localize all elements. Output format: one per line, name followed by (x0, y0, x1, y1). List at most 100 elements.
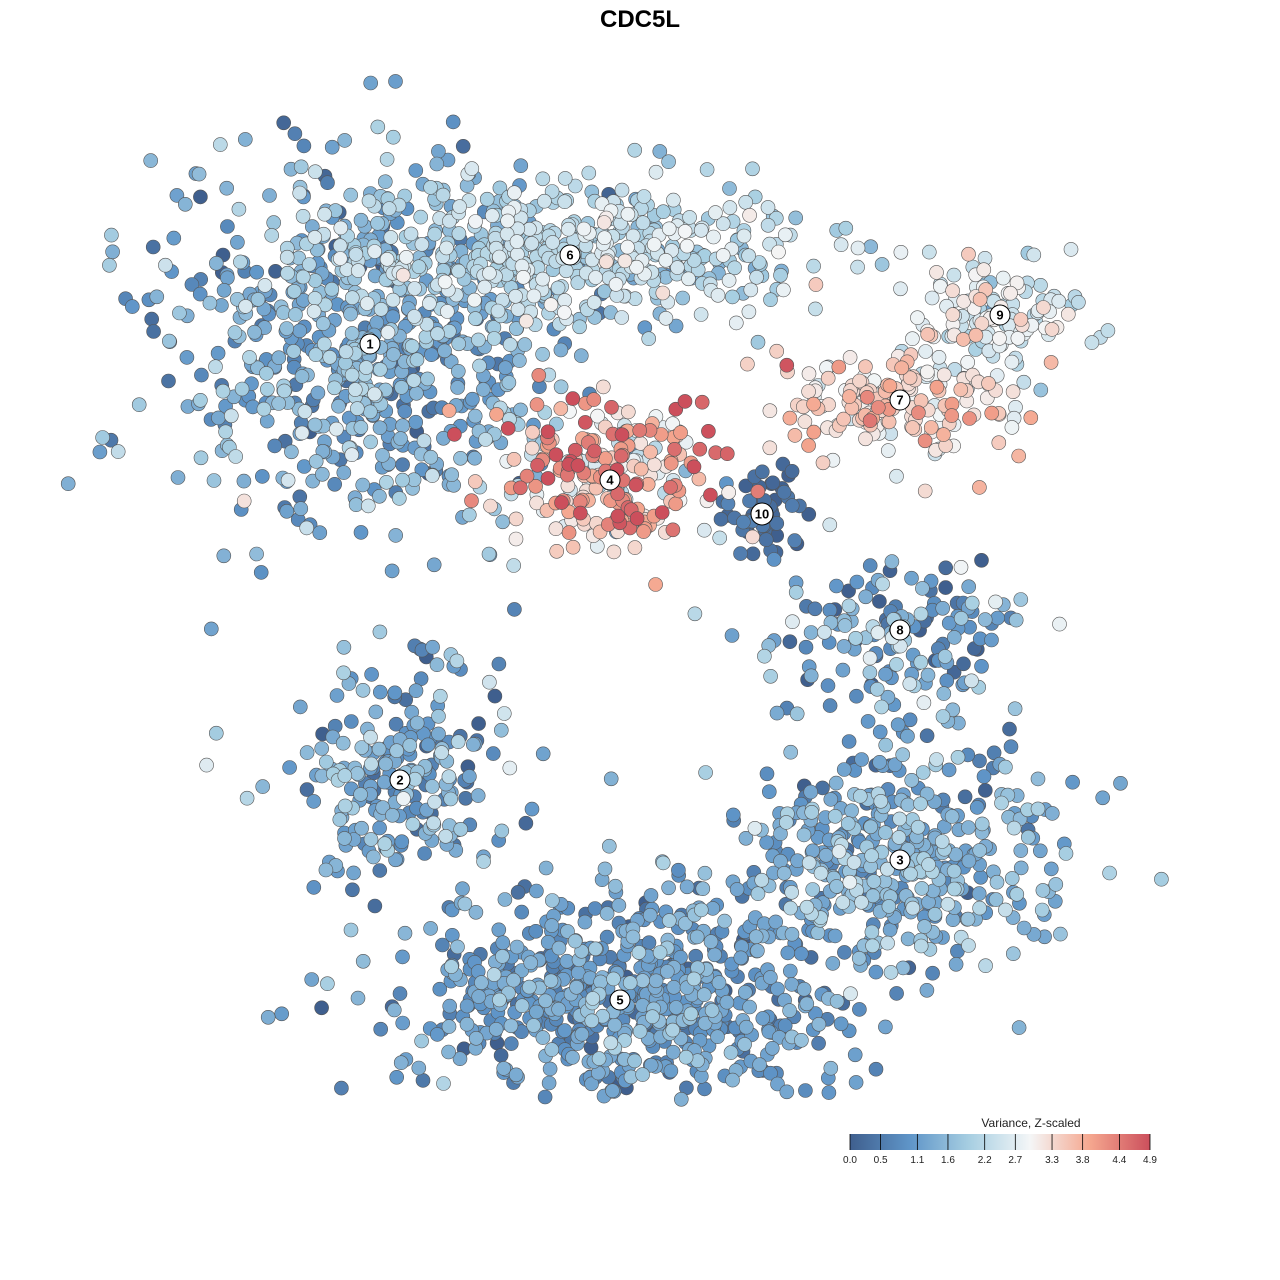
data-point (479, 191, 495, 207)
data-point (936, 427, 951, 442)
data-point (835, 895, 851, 910)
data-point (822, 698, 838, 713)
data-point (388, 528, 404, 543)
data-point (389, 743, 405, 759)
data-point (851, 950, 867, 966)
data-point (349, 401, 365, 416)
data-point (337, 133, 353, 148)
data-point (665, 1022, 681, 1038)
data-point (408, 683, 424, 699)
data-point (429, 1027, 445, 1042)
data-point (736, 514, 751, 530)
data-point (236, 473, 252, 489)
data-point (862, 650, 878, 666)
data-point (395, 1015, 411, 1031)
cluster-label-6: 6 (559, 244, 581, 266)
data-point (957, 789, 973, 805)
data-point (487, 688, 503, 704)
data-point (706, 229, 721, 245)
data-point (675, 290, 691, 306)
data-point (402, 738, 418, 753)
data-point (314, 466, 330, 482)
data-point (805, 882, 821, 897)
data-point (752, 1057, 767, 1072)
data-point (292, 323, 308, 339)
data-point (362, 404, 378, 420)
data-point (239, 790, 255, 806)
data-point (810, 925, 826, 941)
data-point (636, 524, 651, 539)
data-point (842, 389, 857, 404)
data-point (610, 508, 626, 524)
data-point (789, 706, 805, 722)
data-point (286, 343, 302, 359)
data-point (844, 803, 859, 819)
data-point (465, 737, 481, 752)
data-point (540, 424, 556, 440)
data-point (1036, 300, 1051, 315)
data-point (591, 1051, 607, 1066)
data-point (1013, 843, 1029, 858)
data-point (990, 610, 1005, 626)
data-point (827, 808, 843, 824)
data-point (807, 601, 823, 617)
data-point (590, 408, 605, 424)
data-point (666, 192, 681, 208)
data-point (489, 407, 504, 422)
data-point (806, 258, 821, 274)
data-point (881, 414, 897, 430)
data-point (455, 139, 471, 154)
data-point (850, 240, 866, 256)
data-point (279, 321, 295, 336)
data-point (681, 271, 696, 287)
data-point (570, 275, 586, 291)
data-point (193, 392, 208, 408)
data-point (166, 230, 182, 246)
data-point (543, 973, 559, 989)
data-point (865, 938, 880, 954)
data-point (829, 879, 844, 894)
data-point (496, 706, 512, 721)
data-point (608, 878, 623, 894)
data-point (429, 156, 445, 172)
data-point (698, 765, 713, 780)
legend-tick-label: 1.6 (941, 1155, 955, 1166)
data-point (468, 214, 483, 229)
data-point (893, 245, 909, 260)
data-point (231, 201, 247, 217)
data-point (491, 922, 507, 938)
data-point (641, 331, 657, 347)
data-point (280, 472, 296, 488)
data-point (233, 254, 248, 270)
data-point (172, 305, 187, 321)
data-point (727, 260, 742, 276)
cluster-label-text: 8 (896, 623, 903, 638)
data-point (883, 965, 899, 980)
cluster-label-1: 1 (359, 333, 381, 355)
data-point (686, 253, 702, 268)
data-point (424, 779, 440, 794)
data-point (689, 929, 705, 945)
data-point (820, 370, 836, 386)
data-point (631, 945, 647, 960)
data-point (501, 375, 517, 390)
data-point (380, 325, 396, 340)
data-point (502, 760, 518, 776)
data-point (430, 326, 445, 342)
data-point (531, 367, 547, 383)
data-point (228, 449, 243, 464)
data-point (840, 816, 856, 831)
data-point (1011, 448, 1027, 464)
data-point (933, 279, 948, 294)
legend-tick-label: 3.3 (1045, 1155, 1059, 1166)
data-point (426, 557, 442, 573)
cluster-label-circle (609, 989, 631, 1011)
data-point (974, 816, 990, 832)
data-point (783, 900, 798, 916)
data-point (306, 304, 322, 319)
data-point (762, 440, 778, 456)
data-point (468, 904, 484, 920)
data-point (450, 939, 465, 955)
data-point (927, 906, 943, 922)
data-point (923, 420, 939, 435)
